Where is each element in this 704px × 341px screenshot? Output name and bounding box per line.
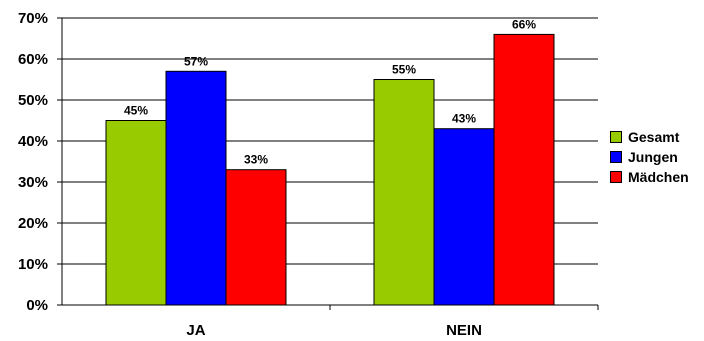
data-label: 57% [184, 54, 208, 68]
bar-jungen-ja [165, 70, 227, 306]
y-tick-label: 20% [18, 215, 48, 232]
bar-gesamt-ja [105, 120, 167, 306]
y-tick-label: 50% [18, 92, 48, 109]
bar-gesamt-nein [373, 79, 435, 306]
bar-jungen-nein [433, 128, 495, 306]
legend-item-jungen: Jungen [610, 147, 689, 167]
y-tick-labels: 0% 10% 20% 30% 40% 50% 60% 70% [18, 10, 48, 314]
y-tick-label: 0% [26, 297, 48, 314]
data-label: 43% [452, 112, 476, 126]
y-tick-label: 70% [18, 10, 48, 27]
x-category-labels: JA NEIN [186, 322, 482, 339]
legend: Gesamt Jungen Mädchen [610, 127, 689, 187]
bar-mädchen-nein [493, 33, 555, 306]
x-category-label: JA [186, 322, 205, 339]
data-label: 33% [244, 153, 268, 167]
y-tick-label: 60% [18, 51, 48, 68]
y-tick-label: 30% [18, 174, 48, 191]
legend-label-jungen: Jungen [628, 149, 678, 165]
data-label: 66% [512, 17, 536, 31]
legend-item-maedchen: Mädchen [610, 167, 689, 187]
legend-label-maedchen: Mädchen [628, 169, 689, 185]
legend-item-gesamt: Gesamt [610, 127, 689, 147]
x-category-label: NEIN [446, 322, 482, 339]
bar-mädchen-ja [225, 169, 287, 306]
legend-swatch-maedchen [610, 171, 622, 183]
data-label: 55% [392, 63, 416, 77]
data-labels: 45% 57% 33% 55% 43% 66% [124, 17, 536, 166]
legend-swatch-gesamt [610, 131, 622, 143]
axes [57, 17, 599, 310]
data-label: 45% [124, 104, 148, 118]
y-tick-label: 40% [18, 133, 48, 150]
legend-label-gesamt: Gesamt [628, 129, 680, 145]
legend-swatch-jungen [610, 151, 622, 163]
y-tick-label: 10% [18, 256, 48, 273]
bars [105, 33, 555, 306]
